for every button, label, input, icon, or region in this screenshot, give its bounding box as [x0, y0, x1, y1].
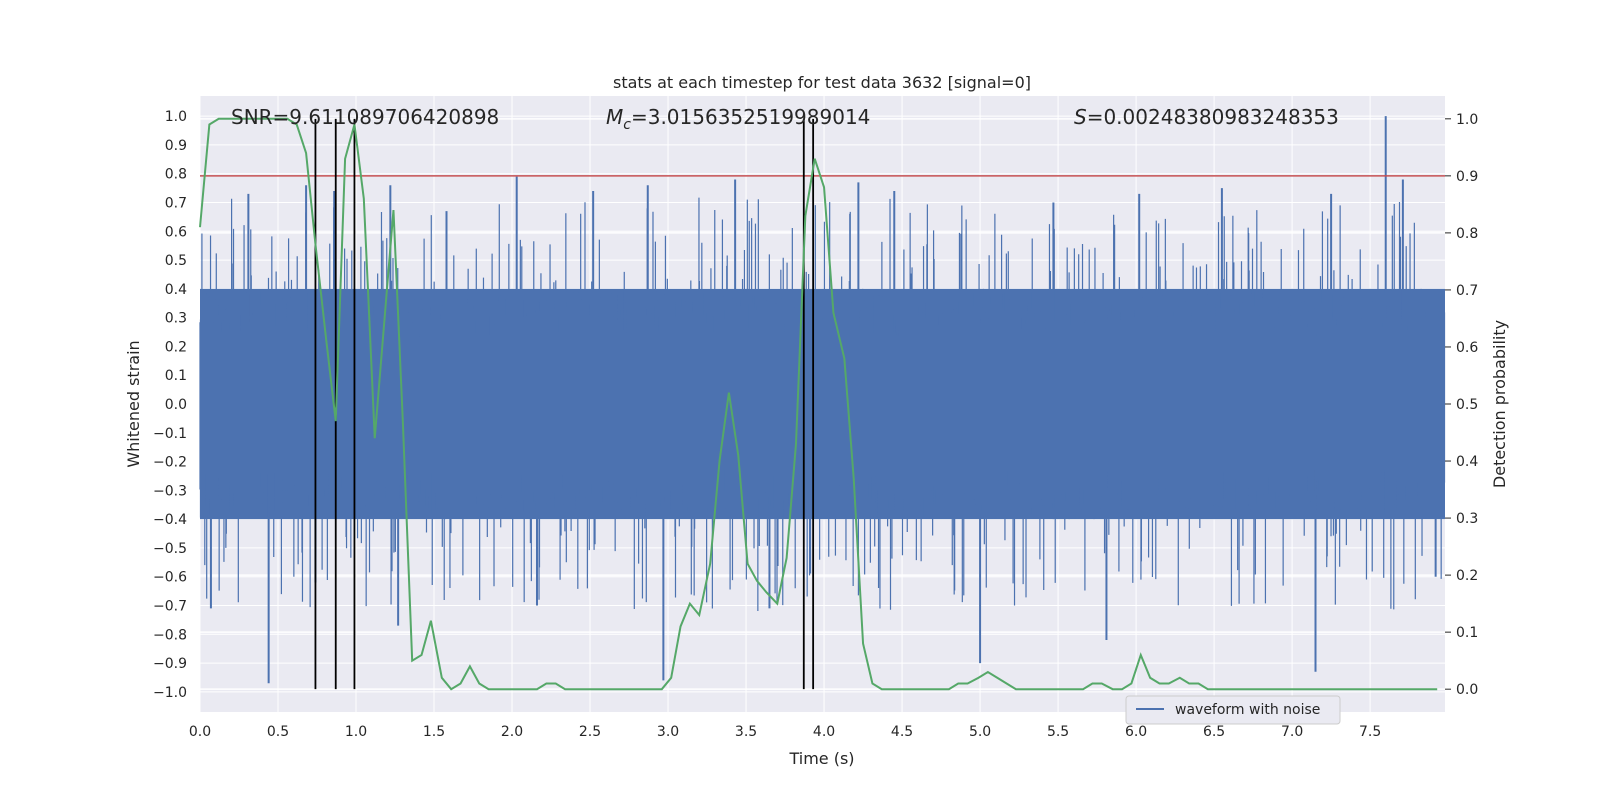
- probability-series: [199, 117, 1438, 691]
- y-left-tick-label: 0.8: [165, 167, 187, 183]
- y-right-tick-label: 0.7: [1456, 283, 1478, 299]
- x-tick-label: 0.0: [189, 724, 211, 740]
- x-tick-label: 5.0: [969, 724, 991, 740]
- x-tick-label: 2.0: [501, 724, 523, 740]
- chirp-mass-annotation: Mc=3.0156352519989014: [606, 105, 870, 133]
- y-right-tick-label: 0.9: [1456, 169, 1478, 185]
- y-left-tick-label: −0.7: [153, 598, 187, 614]
- y-left-tick-label: 0.0: [165, 397, 187, 413]
- y-left-tick-label: −0.1: [153, 426, 187, 442]
- y-left-tick-label: 0.5: [165, 253, 187, 269]
- x-tick-label: 4.0: [813, 724, 835, 740]
- y-left-tick-label: 0.7: [165, 196, 187, 212]
- legend-box: [1125, 695, 1341, 725]
- x-tick-label: 6.0: [1125, 724, 1147, 740]
- y-left-tick-label: 0.3: [165, 311, 187, 327]
- y-left-tick-label: 0.2: [165, 339, 187, 355]
- y-right-tick-label: 0.8: [1456, 226, 1478, 242]
- snr-annotation: SNR=9.611089706420898: [231, 105, 499, 129]
- x-tick-label: 4.5: [891, 724, 913, 740]
- y-right-tick-label: 0.6: [1456, 340, 1478, 356]
- y-right-tick-label: 0.2: [1456, 568, 1478, 584]
- y-left-tick-label: 0.6: [165, 224, 187, 240]
- y-left-tick-label: −0.6: [153, 570, 187, 586]
- x-tick-label: 2.5: [579, 724, 601, 740]
- y-left-tick-label: 0.4: [165, 282, 187, 298]
- chirp-mass-subscript: c: [623, 117, 631, 133]
- y-right-tick-label: 0.0: [1456, 682, 1478, 698]
- x-tick-label: 7.5: [1359, 724, 1381, 740]
- y-right-axis-ticks: 0.0 0.1 0.2 0.3 0.4 0.5 0.6 0.7 0.8 0.9 1.0: [1445, 112, 1478, 698]
- x-tick-label: 5.5: [1047, 724, 1069, 740]
- waveform-trace: [199, 197, 1446, 611]
- x-tick-label: 3.0: [657, 724, 679, 740]
- x-tick-label: 1.5: [423, 724, 445, 740]
- y-left-tick-label: 0.1: [165, 368, 187, 384]
- y-left-tick-label: −0.5: [153, 541, 187, 557]
- y-right-axis-label: Detection probability: [1490, 320, 1509, 488]
- y-left-tick-label: −0.2: [153, 455, 187, 471]
- y-left-tick-label: −0.4: [153, 512, 187, 528]
- y-right-tick-label: 0.1: [1456, 625, 1478, 641]
- chart-title: stats at each timestep for test data 363…: [613, 73, 1031, 92]
- waveform-series: [199, 116, 1446, 684]
- legend: waveform with noise: [1125, 695, 1341, 725]
- y-left-tick-label: −0.8: [153, 627, 187, 643]
- y-left-axis-label: Whitened strain: [124, 340, 143, 467]
- x-axis-label: Time (s): [788, 749, 854, 768]
- y-left-axis-ticks: −1.0 −0.9 −0.8 −0.7 −0.6 −0.5 −0.4 −0.3 −0.2 −0.1…: [153, 109, 187, 701]
- x-tick-label: 3.5: [735, 724, 757, 740]
- y-left-tick-label: 0.9: [165, 138, 187, 154]
- x-tick-label: 7.0: [1281, 724, 1303, 740]
- x-tick-label: 1.0: [345, 724, 367, 740]
- y-right-tick-label: 0.3: [1456, 511, 1478, 527]
- chirp-mass-symbol: M: [606, 105, 623, 129]
- y-right-tick-label: 1.0: [1456, 112, 1478, 128]
- x-axis-ticks: 0.0 0.5 1.0 1.5 2.0 2.5 3.0 3.5 4.0 4.5 5.0 5.5 6.0 6…: [189, 724, 1381, 740]
- probability-line: [199, 117, 1438, 691]
- legend-label: waveform with noise: [1175, 702, 1320, 718]
- chirp-mass-value: =3.0156352519989014: [631, 105, 870, 129]
- y-left-tick-label: −0.9: [153, 656, 187, 672]
- s-annotation: S=0.00248380983248353: [1074, 105, 1339, 129]
- x-tick-label: 6.5: [1203, 724, 1225, 740]
- s-value: =0.00248380983248353: [1087, 105, 1339, 129]
- y-right-tick-label: 0.5: [1456, 397, 1478, 413]
- y-left-tick-label: −0.3: [153, 483, 187, 499]
- y-left-tick-label: −1.0: [153, 685, 187, 701]
- y-right-tick-label: 0.4: [1456, 454, 1478, 470]
- y-left-tick-label: 1.0: [165, 109, 187, 125]
- s-symbol: S: [1074, 105, 1087, 129]
- x-tick-label: 0.5: [267, 724, 289, 740]
